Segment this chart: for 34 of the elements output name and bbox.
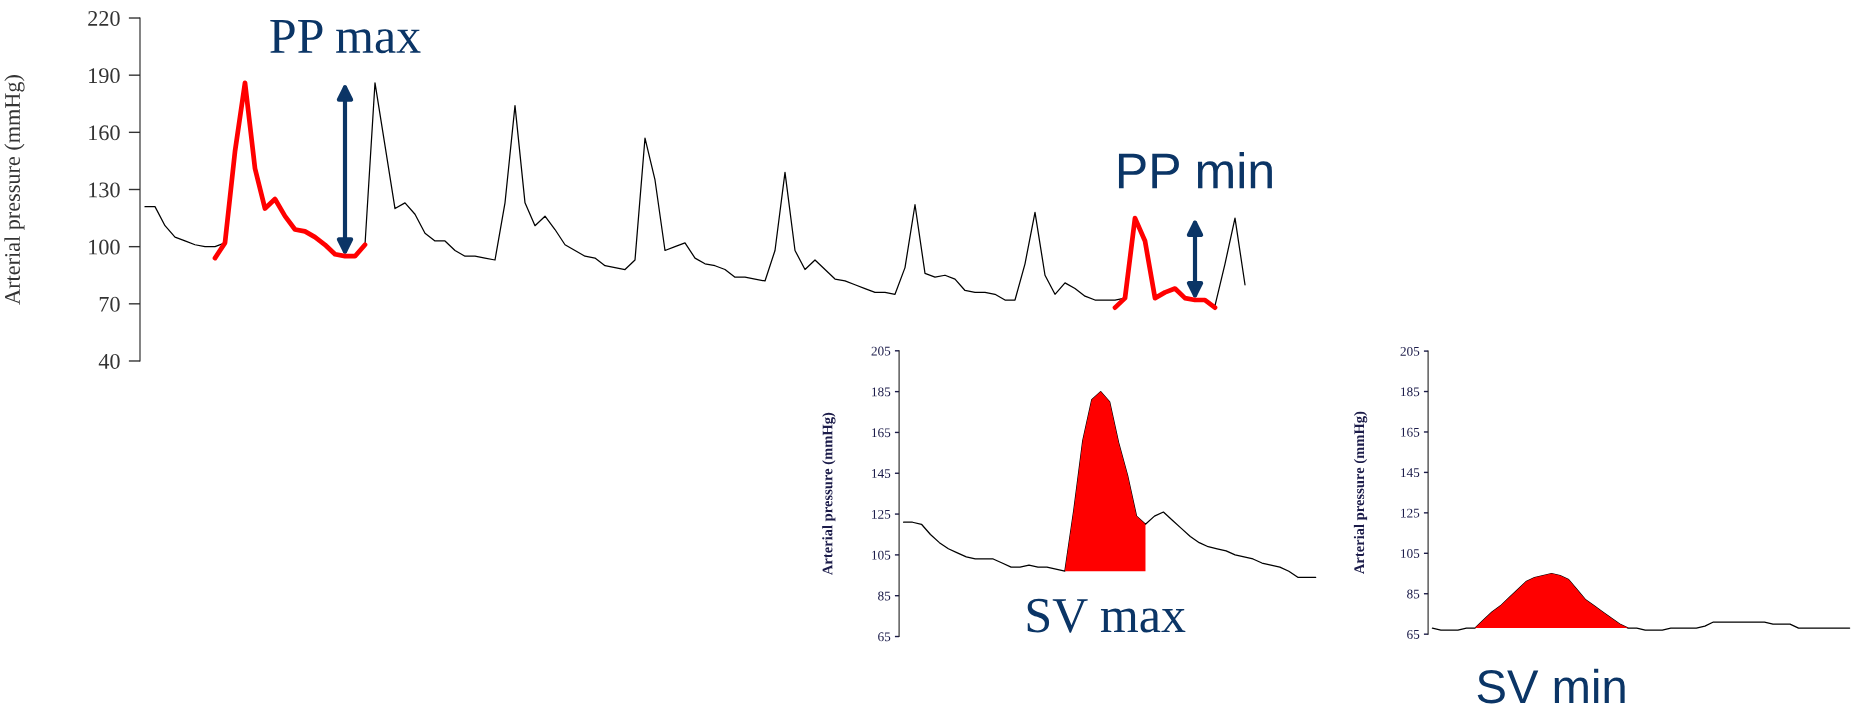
text: SV min bbox=[1477, 668, 1625, 704]
y-tick-label: 85 bbox=[1407, 589, 1420, 599]
y-tick-label: 125 bbox=[1401, 508, 1420, 518]
line-series bbox=[1112, 215, 1218, 310]
line-series bbox=[902, 390, 1317, 578]
y-tick-label: 65 bbox=[1407, 630, 1420, 639]
y-tick-label: 205 bbox=[1400, 346, 1420, 356]
y-tick-label: 85 bbox=[878, 591, 891, 601]
y-tick-label: 145 bbox=[872, 469, 891, 478]
y-axis-title: Arterial pressure (mmHg) bbox=[4, 75, 25, 305]
y-tick-label: 145 bbox=[1401, 468, 1420, 478]
y-tick-label: 125 bbox=[872, 509, 891, 519]
annotation: SV max bbox=[1027, 598, 1186, 633]
y-tick-label: 130 bbox=[89, 182, 120, 198]
line-series bbox=[1431, 572, 1851, 631]
y-tick-label: 205 bbox=[871, 346, 891, 356]
y-tick-label: 65 bbox=[878, 632, 891, 642]
y-tick-label: 185 bbox=[1401, 387, 1420, 397]
y-tick-label: 40 bbox=[98, 353, 120, 369]
annotation: PP max bbox=[270, 19, 421, 54]
y-tick-label: 165 bbox=[872, 428, 891, 438]
y-tick-label: 70 bbox=[99, 296, 120, 312]
y-tick-label: 220 bbox=[88, 10, 120, 26]
y-tick-label: 190 bbox=[89, 68, 120, 84]
y-axis-title: Arterial pressure (mmHg) bbox=[822, 412, 836, 576]
y-tick-label: 100 bbox=[89, 239, 120, 255]
y-tick-label: 105 bbox=[872, 550, 891, 560]
y-tick-label: 160 bbox=[89, 125, 120, 141]
y-axis-title: Arterial pressure (mmHg) bbox=[1353, 411, 1368, 575]
annotation: PP min bbox=[1118, 152, 1272, 189]
y-tick-label: 165 bbox=[1401, 427, 1420, 437]
y-tick-label: 105 bbox=[1401, 549, 1420, 558]
line-series bbox=[212, 80, 368, 261]
y-tick-label: 185 bbox=[872, 387, 891, 397]
